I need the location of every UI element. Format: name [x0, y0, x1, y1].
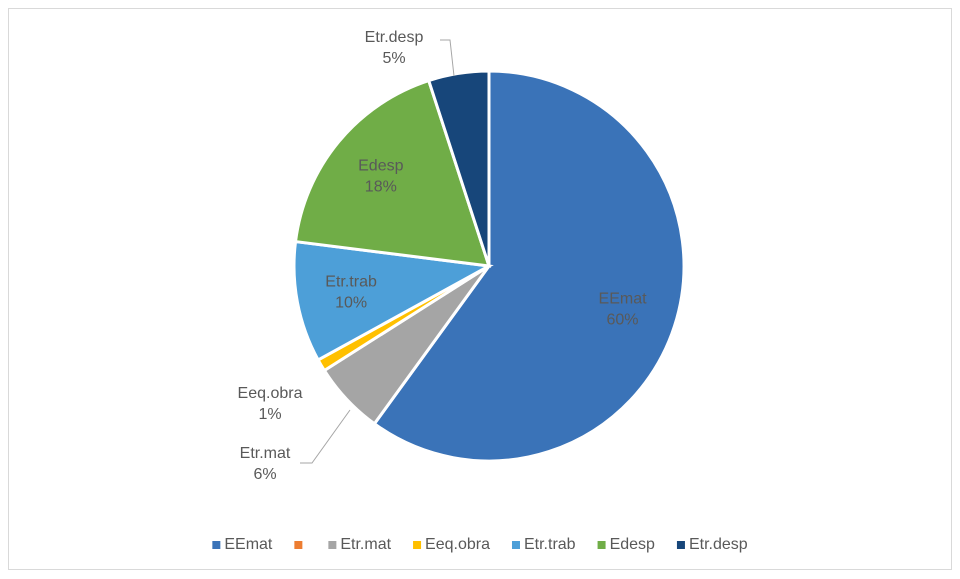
legend-swatch: [294, 541, 303, 549]
legend-label: Eeq.obra: [425, 536, 490, 553]
slice-label-value: 18%: [365, 179, 397, 196]
legend-swatch: [212, 541, 221, 549]
slice-label-value: 6%: [253, 466, 276, 483]
slice-label-name: EEmat: [599, 291, 648, 308]
legend-label: Edesp: [610, 536, 655, 553]
slice-label-value: 10%: [335, 295, 367, 312]
legend: EEmat Etr.mat Eeq.obra Etr.trab Edesp Etr.des…: [212, 536, 748, 553]
legend-swatch: [597, 541, 606, 549]
slice-label-name: Etr.desp: [365, 29, 424, 46]
pie-slice: [292, 239, 494, 362]
slice-label-value: 60%: [607, 312, 639, 329]
pie-slice: [293, 78, 492, 268]
legend-swatch: [511, 541, 520, 549]
leader-line: [440, 39, 455, 77]
legend-label: Etr.desp: [689, 536, 748, 553]
pie-slice: [372, 69, 686, 463]
slice-label-name: Eeq.obra: [238, 385, 303, 402]
slice-label-value: 1%: [258, 406, 281, 423]
legend-swatch: [328, 541, 337, 549]
legend-swatch: [413, 541, 422, 549]
slice-label-name: Edesp: [358, 158, 403, 175]
legend-label: EEmat: [224, 536, 273, 553]
slice-label-value: 5%: [382, 50, 405, 67]
legend-label: Etr.trab: [524, 536, 576, 553]
legend-swatch: [676, 541, 685, 549]
slice-label-name: Etr.trab: [325, 274, 377, 291]
pie-slice: [426, 69, 491, 267]
slice-label-name: Etr.mat: [240, 445, 291, 462]
leader-line: [300, 409, 351, 464]
legend-label: Etr.mat: [340, 536, 391, 553]
